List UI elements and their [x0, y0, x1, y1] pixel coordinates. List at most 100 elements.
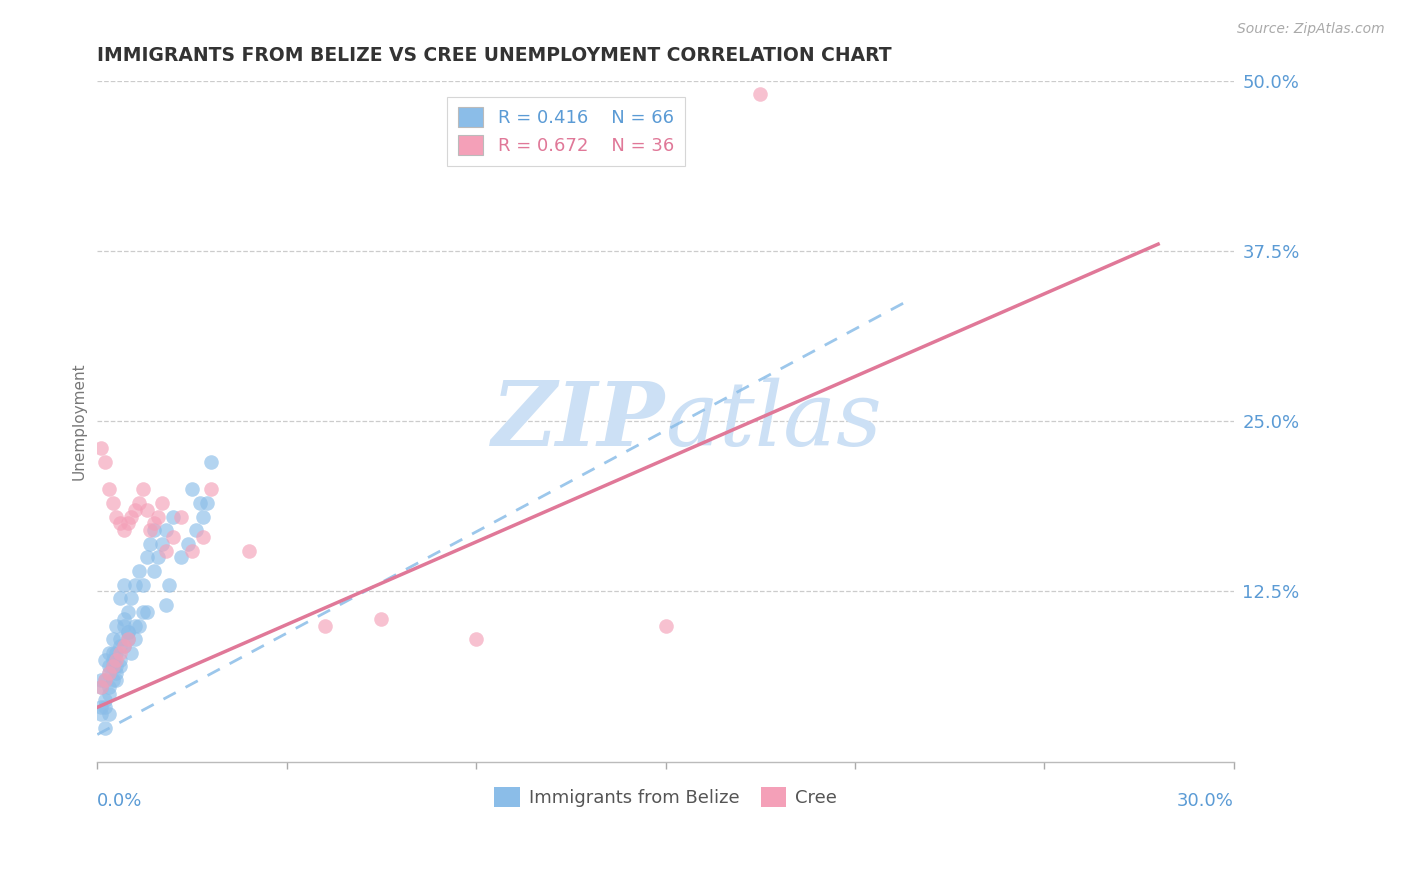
Legend: Immigrants from Belize, Cree: Immigrants from Belize, Cree — [486, 780, 844, 814]
Point — [97, 687, 120, 701]
Point — [128, 496, 150, 510]
Point — [117, 625, 139, 640]
Point — [105, 509, 128, 524]
Point — [124, 632, 146, 647]
Point — [200, 455, 222, 469]
Point — [150, 537, 173, 551]
Point — [94, 721, 117, 735]
Point — [139, 523, 162, 537]
Point — [97, 666, 120, 681]
Point — [128, 564, 150, 578]
Point — [97, 483, 120, 497]
Point — [157, 577, 180, 591]
Point — [193, 509, 215, 524]
Point — [97, 659, 120, 673]
Point — [94, 693, 117, 707]
Point — [101, 659, 124, 673]
Point — [101, 646, 124, 660]
Point — [112, 618, 135, 632]
Point — [124, 618, 146, 632]
Point — [184, 523, 207, 537]
Point — [97, 707, 120, 722]
Point — [117, 516, 139, 531]
Point — [155, 523, 177, 537]
Point — [135, 605, 157, 619]
Point — [162, 509, 184, 524]
Point — [117, 625, 139, 640]
Point — [143, 523, 166, 537]
Point — [135, 550, 157, 565]
Point — [105, 618, 128, 632]
Point — [90, 442, 112, 456]
Point — [195, 496, 218, 510]
Point — [155, 543, 177, 558]
Point — [124, 577, 146, 591]
Point — [94, 455, 117, 469]
Point — [132, 605, 155, 619]
Point — [128, 618, 150, 632]
Point — [117, 632, 139, 647]
Point — [238, 543, 260, 558]
Text: atlas: atlas — [665, 378, 882, 465]
Text: Source: ZipAtlas.com: Source: ZipAtlas.com — [1237, 22, 1385, 37]
Point — [108, 516, 131, 531]
Point — [132, 483, 155, 497]
Point — [139, 537, 162, 551]
Point — [370, 612, 392, 626]
Point — [108, 646, 131, 660]
Point — [112, 639, 135, 653]
Point — [200, 483, 222, 497]
Point — [654, 618, 676, 632]
Point — [112, 639, 135, 653]
Y-axis label: Unemployment: Unemployment — [72, 362, 86, 480]
Point — [108, 591, 131, 606]
Point — [117, 632, 139, 647]
Point — [135, 502, 157, 516]
Point — [465, 632, 488, 647]
Point — [105, 673, 128, 687]
Point — [124, 502, 146, 516]
Point — [181, 543, 204, 558]
Point — [108, 639, 131, 653]
Point — [146, 509, 169, 524]
Point — [146, 550, 169, 565]
Point — [108, 632, 131, 647]
Point — [314, 618, 336, 632]
Point — [105, 652, 128, 666]
Text: IMMIGRANTS FROM BELIZE VS CREE UNEMPLOYMENT CORRELATION CHART: IMMIGRANTS FROM BELIZE VS CREE UNEMPLOYM… — [97, 46, 891, 65]
Point — [170, 509, 193, 524]
Point — [177, 537, 200, 551]
Point — [132, 577, 155, 591]
Point — [94, 673, 117, 687]
Point — [170, 550, 193, 565]
Point — [105, 659, 128, 673]
Point — [120, 509, 142, 524]
Point — [162, 530, 184, 544]
Point — [105, 646, 128, 660]
Point — [120, 591, 142, 606]
Point — [90, 700, 112, 714]
Point — [101, 673, 124, 687]
Point — [112, 577, 135, 591]
Point — [97, 680, 120, 694]
Point — [120, 646, 142, 660]
Point — [101, 496, 124, 510]
Text: 0.0%: 0.0% — [97, 792, 143, 811]
Point — [150, 496, 173, 510]
Point — [90, 673, 112, 687]
Point — [749, 87, 772, 102]
Point — [105, 666, 128, 681]
Point — [108, 652, 131, 666]
Text: ZIP: ZIP — [492, 378, 665, 465]
Text: 30.0%: 30.0% — [1177, 792, 1234, 811]
Point — [94, 652, 117, 666]
Point — [101, 659, 124, 673]
Point — [193, 530, 215, 544]
Point — [117, 605, 139, 619]
Point — [90, 680, 112, 694]
Point — [94, 673, 117, 687]
Point — [143, 516, 166, 531]
Point — [112, 523, 135, 537]
Point — [90, 680, 112, 694]
Point — [155, 598, 177, 612]
